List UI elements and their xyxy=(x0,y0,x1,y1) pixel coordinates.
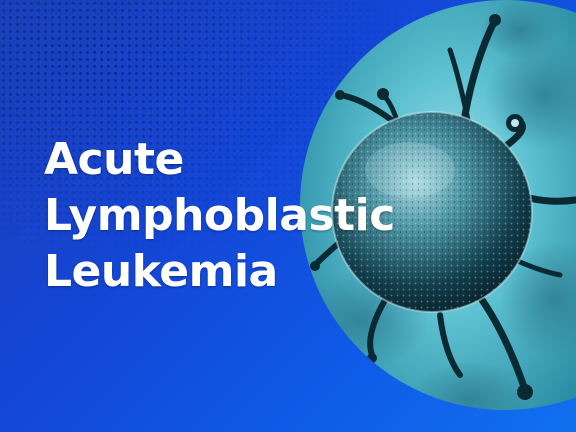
title-line-1: Acute xyxy=(44,134,184,185)
title-line-3: Leukemia xyxy=(44,246,278,297)
title-line-2: Lymphoblastic xyxy=(44,190,395,241)
banner-title: Acute Lymphoblastic Leukemia xyxy=(44,132,395,300)
